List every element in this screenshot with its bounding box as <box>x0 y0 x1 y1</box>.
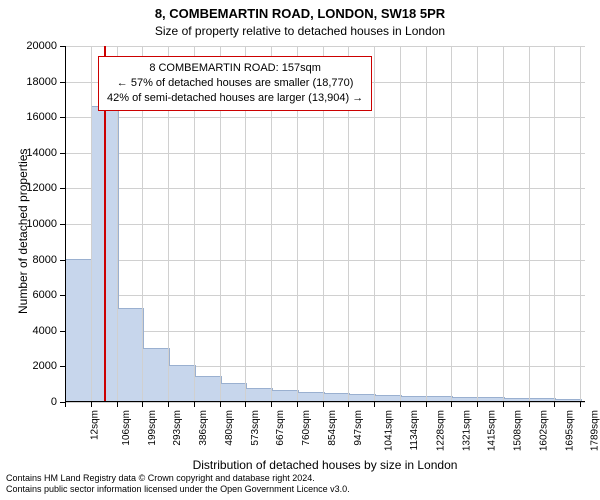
grid-line <box>503 46 504 402</box>
grid-line <box>426 46 427 402</box>
x-tick-label: 386sqm <box>198 410 209 446</box>
x-tick <box>529 402 530 407</box>
axis-line <box>65 401 585 402</box>
x-tick-label: 1415sqm <box>487 410 498 451</box>
x-tick <box>451 402 452 407</box>
histogram-bar <box>194 376 222 402</box>
footer-line: Contains public sector information licen… <box>6 484 594 496</box>
y-axis-label: Number of detached properties <box>16 149 30 314</box>
grid-line <box>580 46 581 402</box>
x-tick-label: 1695sqm <box>564 410 575 451</box>
x-tick <box>477 402 478 407</box>
annotation-line: ← 57% of detached houses are smaller (18… <box>107 76 363 91</box>
grid-line <box>554 46 555 402</box>
x-tick <box>323 402 324 407</box>
x-tick <box>65 402 66 407</box>
y-tick-label: 18000 <box>26 76 57 88</box>
x-tick <box>400 402 401 407</box>
x-tick-label: 1602sqm <box>539 410 550 451</box>
x-tick <box>426 402 427 407</box>
x-tick <box>142 402 143 407</box>
axis-line <box>65 46 66 402</box>
title-sub: Size of property relative to detached ho… <box>0 24 600 38</box>
y-tick-label: 8000 <box>33 254 57 266</box>
x-tick <box>271 402 272 407</box>
grid-line <box>451 46 452 402</box>
y-tick-label: 10000 <box>26 218 57 230</box>
x-tick <box>348 402 349 407</box>
x-axis-label: Distribution of detached houses by size … <box>65 458 585 472</box>
annotation-box: 8 COMBEMARTIN ROAD: 157sqm ← 57% of deta… <box>98 56 372 111</box>
x-tick <box>91 402 92 407</box>
x-tick-label: 1321sqm <box>461 410 472 451</box>
title-main: 8, COMBEMARTIN ROAD, LONDON, SW18 5PR <box>0 6 600 21</box>
x-tick <box>117 402 118 407</box>
x-tick-label: 1134sqm <box>409 410 420 450</box>
x-tick-label: 199sqm <box>147 410 158 446</box>
x-tick-label: 480sqm <box>224 410 235 446</box>
x-tick <box>580 402 581 407</box>
x-tick <box>168 402 169 407</box>
histogram-bar <box>65 259 93 402</box>
y-tick-label: 4000 <box>33 325 57 337</box>
x-tick-label: 106sqm <box>121 410 132 446</box>
x-tick-label: 854sqm <box>327 410 338 446</box>
annotation-line: 42% of semi-detached houses are larger (… <box>107 91 363 106</box>
x-tick <box>194 402 195 407</box>
histogram-bar <box>142 348 170 402</box>
annotation-line: 8 COMBEMARTIN ROAD: 157sqm <box>107 61 363 76</box>
grid-line <box>91 46 92 402</box>
x-tick <box>503 402 504 407</box>
y-tick-label: 16000 <box>26 111 57 123</box>
histogram-bar <box>245 388 273 402</box>
x-tick <box>220 402 221 407</box>
plot-area: 8 COMBEMARTIN ROAD: 157sqm ← 57% of deta… <box>65 46 585 402</box>
grid-line <box>374 46 375 402</box>
x-tick-label: 1041sqm <box>384 410 395 451</box>
x-tick-label: 293sqm <box>172 410 183 446</box>
y-tick-label: 12000 <box>26 182 57 194</box>
histogram-bar <box>117 308 145 402</box>
footer-line: Contains HM Land Registry data © Crown c… <box>6 473 594 485</box>
footer-attribution: Contains HM Land Registry data © Crown c… <box>6 473 594 496</box>
x-tick-label: 760sqm <box>301 410 312 446</box>
x-tick-label: 1228sqm <box>436 410 447 451</box>
x-tick-label: 947sqm <box>353 410 364 446</box>
y-tick-label: 2000 <box>33 360 57 372</box>
x-tick-label: 1508sqm <box>513 410 524 451</box>
x-tick <box>245 402 246 407</box>
y-tick-label: 20000 <box>26 40 57 52</box>
y-tick-label: 14000 <box>26 147 57 159</box>
x-tick <box>554 402 555 407</box>
x-tick-label: 12sqm <box>90 410 101 440</box>
x-tick <box>297 402 298 407</box>
x-tick-label: 1789sqm <box>590 410 600 451</box>
grid-line <box>477 46 478 402</box>
histogram-bar <box>168 365 196 402</box>
x-tick <box>374 402 375 407</box>
x-tick-label: 667sqm <box>275 410 286 446</box>
histogram-bar <box>220 383 248 402</box>
x-tick-label: 573sqm <box>250 410 261 446</box>
y-tick-label: 6000 <box>33 289 57 301</box>
grid-line <box>529 46 530 402</box>
grid-line <box>400 46 401 402</box>
y-tick-label: 0 <box>51 396 57 408</box>
